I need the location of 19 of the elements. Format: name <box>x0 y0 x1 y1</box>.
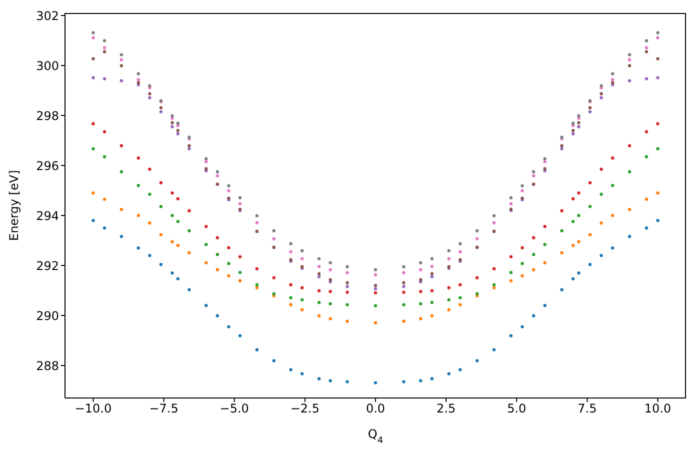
x-tick-label: −2.5 <box>290 402 320 416</box>
y-axis-title: Energy [eV] <box>7 170 21 241</box>
x-tick-label: −5.0 <box>220 402 249 416</box>
y-tick-label: 300 <box>36 58 59 73</box>
y-tick-label: 290 <box>36 308 59 323</box>
y-tick-label: 294 <box>36 208 59 223</box>
y-tick-label: 302 <box>36 8 59 23</box>
y-tick-label: 298 <box>36 108 59 123</box>
x-tick-label: −10.0 <box>74 402 112 416</box>
x-tick-label: 7.5 <box>578 402 597 416</box>
y-tick-label: 292 <box>36 258 59 273</box>
x-tick-label: −7.5 <box>149 402 178 416</box>
x-axis-title: Q$_{4}$ <box>368 427 384 446</box>
y-tick-label: 296 <box>36 158 59 173</box>
x-tick-label: 2.5 <box>436 402 456 416</box>
x-tick-label: 5.0 <box>507 402 526 416</box>
x-tick-label: 10.0 <box>644 402 672 416</box>
y-tick-label: 288 <box>36 358 59 373</box>
x-tick-label: 0.0 <box>366 402 386 416</box>
